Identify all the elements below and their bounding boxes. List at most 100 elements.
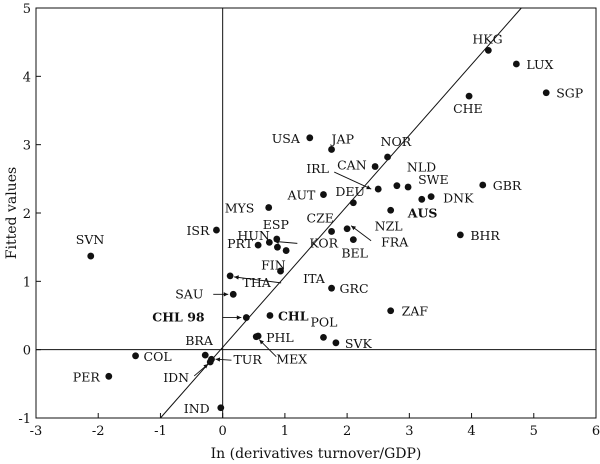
point-bel xyxy=(349,236,357,244)
point-mys xyxy=(265,204,273,211)
label-phl: PHL xyxy=(266,330,294,345)
y-tick-label: -1 xyxy=(18,412,31,427)
leader-arrow-mex xyxy=(259,339,264,345)
x-tick-label: 5 xyxy=(530,424,538,439)
label-tur: TUR xyxy=(233,352,262,367)
label-prt: PRT xyxy=(227,236,254,251)
label-fra: FRA xyxy=(381,235,409,250)
label-bhr: BHR xyxy=(470,228,500,243)
label-nzl: NZL xyxy=(375,218,403,233)
label-hun: HUN xyxy=(237,228,269,243)
label-nld: NLD xyxy=(407,160,436,175)
point-prt xyxy=(254,241,262,249)
point-jap xyxy=(328,146,335,153)
label-che: CHE xyxy=(453,101,483,116)
leader-irl xyxy=(334,171,372,190)
point-chl-98 xyxy=(242,314,250,321)
axis-ticks: -3 -2 -1 0 1 2 3 4 5 6 -1 0 1 2 3 4 5 xyxy=(18,2,600,439)
point-svk xyxy=(332,339,340,347)
label-cze: CZE xyxy=(307,210,334,225)
label-chl-98: CHL 98 xyxy=(152,310,205,325)
y-tick-label: 1 xyxy=(23,275,31,290)
point-aus xyxy=(418,195,426,203)
point-aut xyxy=(320,191,327,198)
point-pol xyxy=(320,333,327,341)
point-bra xyxy=(201,351,209,359)
point-col xyxy=(132,352,139,360)
y-tick-label: 4 xyxy=(23,70,31,85)
y-tick-label: 5 xyxy=(23,2,31,17)
point-dnk xyxy=(427,193,435,201)
label-bel: BEL xyxy=(341,246,368,261)
point-sau xyxy=(229,290,237,298)
point-usa xyxy=(306,134,314,142)
point-cze xyxy=(328,228,335,235)
label-sau: SAU xyxy=(175,286,203,301)
point-grc xyxy=(328,284,335,292)
label-mex: MEX xyxy=(276,352,307,367)
label-isr: ISR xyxy=(186,223,210,238)
label-can: CAN xyxy=(337,158,367,173)
label-svn: SVN xyxy=(76,232,105,247)
label-per: PER xyxy=(73,369,101,384)
fit-line xyxy=(160,7,522,419)
leader-arrow-irl xyxy=(366,185,372,190)
label-lux: LUX xyxy=(526,57,553,72)
leader-arrow-ita xyxy=(234,275,239,280)
label-col: COL xyxy=(144,349,172,364)
leader-ita xyxy=(234,276,282,284)
label-pol: POL xyxy=(310,314,337,329)
leader-arrow-tur xyxy=(215,357,221,362)
label-swe: SWE xyxy=(418,172,449,187)
point-irl xyxy=(374,185,382,193)
point-chl xyxy=(266,312,274,319)
point-fin xyxy=(282,247,290,254)
data-points xyxy=(87,46,550,412)
label-nor: NOR xyxy=(381,134,412,149)
x-tick-label: 0 xyxy=(219,424,227,439)
point-mex xyxy=(252,333,260,341)
label-mys: MYS xyxy=(225,201,255,216)
label-tha: THA xyxy=(243,275,272,290)
point-nor xyxy=(384,153,391,161)
x-tick-label: 6 xyxy=(592,424,600,439)
point-hkg xyxy=(484,46,492,54)
point-per xyxy=(105,372,113,380)
point-svn xyxy=(87,252,95,260)
point-nzl xyxy=(387,206,395,214)
x-tick-label: 4 xyxy=(467,424,475,439)
point-gbr xyxy=(479,181,487,189)
label-gbr: GBR xyxy=(493,178,522,193)
label-deu: DEU xyxy=(335,184,365,199)
y-tick-label: 0 xyxy=(23,344,31,359)
label-chl: CHL xyxy=(278,309,309,324)
point-swe xyxy=(404,183,412,191)
label-aus: AUS xyxy=(407,205,438,220)
x-tick-label: 3 xyxy=(405,424,413,439)
point-lux xyxy=(512,60,520,68)
label-jap: JAP xyxy=(330,131,354,146)
point-fra xyxy=(343,225,351,233)
y-axis-title: Fitted values xyxy=(4,167,20,259)
point-isr xyxy=(213,226,220,234)
point-hun xyxy=(274,243,281,251)
point-deu xyxy=(349,199,357,207)
leader-arrow-sau xyxy=(223,292,229,297)
point-zaf xyxy=(387,307,395,315)
label-irl: IRL xyxy=(306,161,329,176)
point-ind xyxy=(217,404,225,412)
x-axis-title: In (derivatives turnover/GDP) xyxy=(211,446,422,462)
y-tick-label: 2 xyxy=(23,207,31,222)
label-dnk: DNK xyxy=(443,191,474,206)
x-tick-label: -1 xyxy=(154,424,167,439)
label-leaders xyxy=(193,171,372,377)
point-kor xyxy=(265,238,273,246)
label-sgp: SGP xyxy=(556,86,583,101)
point-sgp xyxy=(542,89,550,97)
label-usa: USA xyxy=(272,131,301,146)
leader-arrow-fra xyxy=(351,225,357,231)
label-svk: SVK xyxy=(345,336,373,351)
x-tick-label: -3 xyxy=(30,424,43,439)
